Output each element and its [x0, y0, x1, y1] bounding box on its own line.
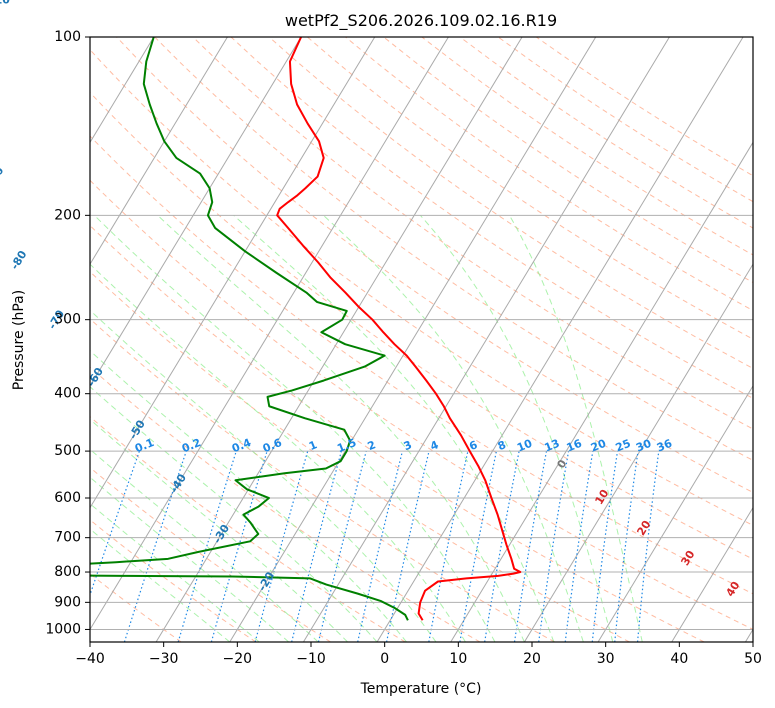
- plot-frame: [89, 36, 754, 643]
- skewed-isotherm-line: [229, 37, 597, 642]
- mixing-ratio-line: [357, 450, 404, 642]
- skewed-isotherm-line: [671, 506, 753, 642]
- x-tick-label: 50: [744, 651, 762, 667]
- moist-adiabat-line: [90, 503, 260, 642]
- mixing-ratio-line: [636, 451, 660, 642]
- y-tick-label: 200: [54, 207, 81, 223]
- skewed-isotherm-line: [90, 37, 155, 144]
- skewed-isotherm-line: [523, 263, 753, 642]
- mixing-ratio-label: 2: [366, 438, 378, 453]
- y-tick-label: 400: [54, 386, 81, 402]
- skewed-isotherm-line: [155, 37, 523, 642]
- mixing-ratio-label: 36: [655, 437, 674, 455]
- moist-adiabat-line: [90, 263, 466, 642]
- skewed-isotherm-line: [90, 37, 302, 387]
- dry-adiabat-line: [192, 37, 753, 430]
- skewed-isotherm-line: [90, 37, 228, 266]
- x-tick-label: −30: [149, 651, 179, 667]
- mixing-ratio-line: [317, 450, 367, 642]
- mixing-ratio-label: 25: [614, 437, 633, 455]
- y-tick-label: 600: [54, 490, 81, 506]
- mixing-ratio-line: [538, 450, 570, 642]
- x-tick-label: 40: [670, 651, 688, 667]
- dry-adiabat-line: [90, 366, 481, 642]
- dry-adiabat-line: [90, 224, 705, 642]
- mixing-ratio-line: [386, 450, 430, 642]
- mixing-ratio-label: 20: [589, 437, 608, 455]
- mixing-ratio-label: 1: [307, 438, 319, 453]
- background-lines: [90, 37, 753, 642]
- series-layer: [90, 37, 522, 621]
- mixing-ratio-label: 10: [515, 437, 534, 455]
- mixing-ratio-line: [254, 450, 309, 642]
- skewed-isotherm-line: [302, 37, 670, 642]
- dewpoint-profile-line: [90, 37, 409, 621]
- moist-adiabat-line: [90, 418, 348, 642]
- skewed-isotherm-line: [376, 37, 744, 642]
- moist-adiabat-line: [94, 214, 496, 642]
- dry-adiabat-line: [90, 466, 331, 642]
- skewed-isotherm-line: [450, 141, 753, 642]
- y-tick-label: 500: [54, 443, 81, 459]
- isotherm-label: -10: [0, 0, 10, 7]
- x-tick-label: −10: [296, 651, 326, 667]
- mixing-ratio-line: [123, 450, 187, 642]
- y-tick-label: 800: [54, 564, 81, 580]
- mixing-ratio-labels: 0.1 0.2 0.4 0.6 1 1.5 2 3 4 6 8 10 13 16 20 25 30 36: [133, 436, 674, 455]
- y-tick-label: 700: [54, 530, 81, 546]
- moist-adiabat-line: [419, 215, 614, 642]
- moist-adiabat-line: [157, 214, 525, 642]
- x-tick-label: 10: [449, 651, 467, 667]
- x-axis-ticks: −40 −30 −20 −10 0 10 20 30 40 50: [75, 642, 762, 667]
- moist-adiabat-line: [90, 386, 378, 642]
- dry-adiabat-line: [90, 48, 753, 526]
- moist-adiabat-line: [233, 214, 555, 642]
- x-tick-label: −20: [223, 651, 253, 667]
- skewed-isotherm-line: [597, 384, 753, 642]
- y-tick-label: 1000: [45, 621, 81, 637]
- moist-adiabat-line: [323, 214, 584, 642]
- mixing-ratio-line: [177, 450, 237, 642]
- dry-adiabat-line: [90, 519, 257, 642]
- dry-adiabat-line: [90, 318, 555, 642]
- y-axis-title: Pressure (hPa): [11, 290, 27, 390]
- dry-adiabat-line: [90, 271, 630, 642]
- mixing-ratio-line: [591, 451, 619, 642]
- x-axis-title: Temperature (°C): [360, 681, 482, 697]
- mixing-ratio-line: [291, 450, 343, 642]
- y-axis-ticks: 100 200 300 400 500 600 700 800 900 1000: [45, 29, 90, 637]
- dry-adiabat-line: [116, 37, 753, 493]
- mixing-ratio-label: 30: [634, 437, 653, 455]
- skewed-isotherm-line: [90, 37, 376, 509]
- pressure-gridlines: [90, 37, 753, 630]
- mixing-ratio-label: 13: [542, 437, 561, 455]
- dry-adiabat-line: [90, 179, 753, 631]
- dry-adiabat-line: [268, 37, 753, 369]
- mixing-ratio-line: [614, 451, 639, 642]
- temperature-profile-line: [276, 37, 522, 621]
- dry-adiabat-line: [90, 135, 753, 595]
- x-tick-label: 20: [523, 651, 541, 667]
- mixing-ratio-line: [564, 451, 594, 642]
- moist-adiabat-line: [90, 448, 319, 642]
- mixing-ratio-label: 8: [496, 438, 508, 453]
- mixing-ratio-line: [210, 450, 268, 642]
- x-tick-label: −40: [75, 651, 105, 667]
- skewed-isotherm-line: [90, 37, 449, 631]
- mixing-ratio-label: 3: [402, 438, 414, 453]
- mixing-ratio-label: 16: [565, 437, 584, 455]
- y-tick-label: 300: [54, 312, 81, 328]
- y-tick-label: 100: [54, 29, 81, 45]
- isotherm-label: -90: [0, 164, 7, 188]
- dry-adiabat-line: [345, 37, 753, 312]
- y-tick-label: 900: [54, 594, 81, 610]
- x-tick-label: 0: [380, 651, 389, 667]
- chart-title: wetPf2_S206.2026.109.02.16.R19: [285, 11, 557, 31]
- x-tick-label: 30: [597, 651, 615, 667]
